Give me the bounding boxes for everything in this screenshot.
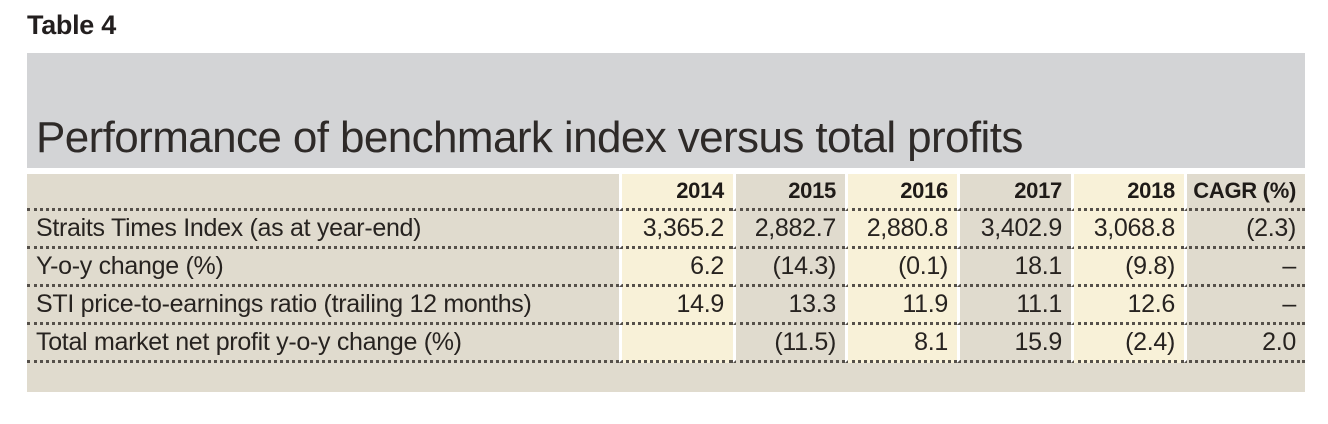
value-cell: 13.3 (733, 287, 845, 325)
value-cell: 12.6 (1071, 287, 1184, 325)
value-cell: (2.3) (1184, 211, 1305, 249)
footer-band-row (27, 363, 1305, 392)
table-row: STI price-to-earnings ratio (trailing 12… (27, 287, 1305, 325)
value-cell: 8.1 (845, 325, 957, 363)
value-cell: 2.0 (1184, 325, 1305, 363)
title-banner: Performance of benchmark index versus to… (27, 53, 1305, 168)
col-header-2018: 2018 (1071, 174, 1184, 211)
footer-band (27, 363, 1305, 392)
table-body: Straits Times Index (as at year-end) 3,36… (27, 211, 1305, 363)
col-header-2017: 2017 (957, 174, 1071, 211)
row-label: STI price-to-earnings ratio (trailing 12… (27, 287, 619, 325)
value-cell: 11.1 (957, 287, 1071, 325)
table-row: Total market net profit y-o-y change (%)… (27, 325, 1305, 363)
table-number-label: Table 4 (27, 10, 116, 40)
value-cell: (9.8) (1071, 249, 1184, 287)
table-row: Y-o-y change (%) 6.2 (14.3) (0.1) 18.1 (9.8) – (27, 249, 1305, 287)
row-label: Y-o-y change (%) (27, 249, 619, 287)
row-label: Straits Times Index (as at year-end) (27, 211, 619, 249)
value-cell: (2.4) (1071, 325, 1184, 363)
value-cell: – (1184, 287, 1305, 325)
corner-header (27, 174, 619, 211)
value-cell: 11.9 (845, 287, 957, 325)
figure-title: Performance of benchmark index versus to… (36, 113, 1023, 162)
row-label: Total market net profit y-o-y change (%) (27, 325, 619, 363)
value-cell: 3,365.2 (619, 211, 733, 249)
value-cell: 6.2 (619, 249, 733, 287)
value-cell: 15.9 (957, 325, 1071, 363)
col-header-2016: 2016 (845, 174, 957, 211)
value-cell: 3,402.9 (957, 211, 1071, 249)
col-header-cagr: CAGR (%) (1184, 174, 1305, 211)
value-cell: 18.1 (957, 249, 1071, 287)
value-cell: (0.1) (845, 249, 957, 287)
col-header-2015: 2015 (733, 174, 845, 211)
header-row: 2014 2015 2016 2017 2018 CAGR (%) (27, 174, 1305, 211)
value-cell (619, 325, 733, 363)
table-row: Straits Times Index (as at year-end) 3,36… (27, 211, 1305, 249)
value-cell: 2,880.8 (845, 211, 957, 249)
col-header-2014: 2014 (619, 174, 733, 211)
table-footer (27, 363, 1305, 392)
value-cell: 14.9 (619, 287, 733, 325)
value-cell: (14.3) (733, 249, 845, 287)
value-cell: (11.5) (733, 325, 845, 363)
value-cell: 3,068.8 (1071, 211, 1184, 249)
data-table: 2014 2015 2016 2017 2018 CAGR (%) Straits Tim… (27, 174, 1305, 392)
value-cell: 2,882.7 (733, 211, 845, 249)
table-header: 2014 2015 2016 2017 2018 CAGR (%) (27, 174, 1305, 211)
value-cell: – (1184, 249, 1305, 287)
